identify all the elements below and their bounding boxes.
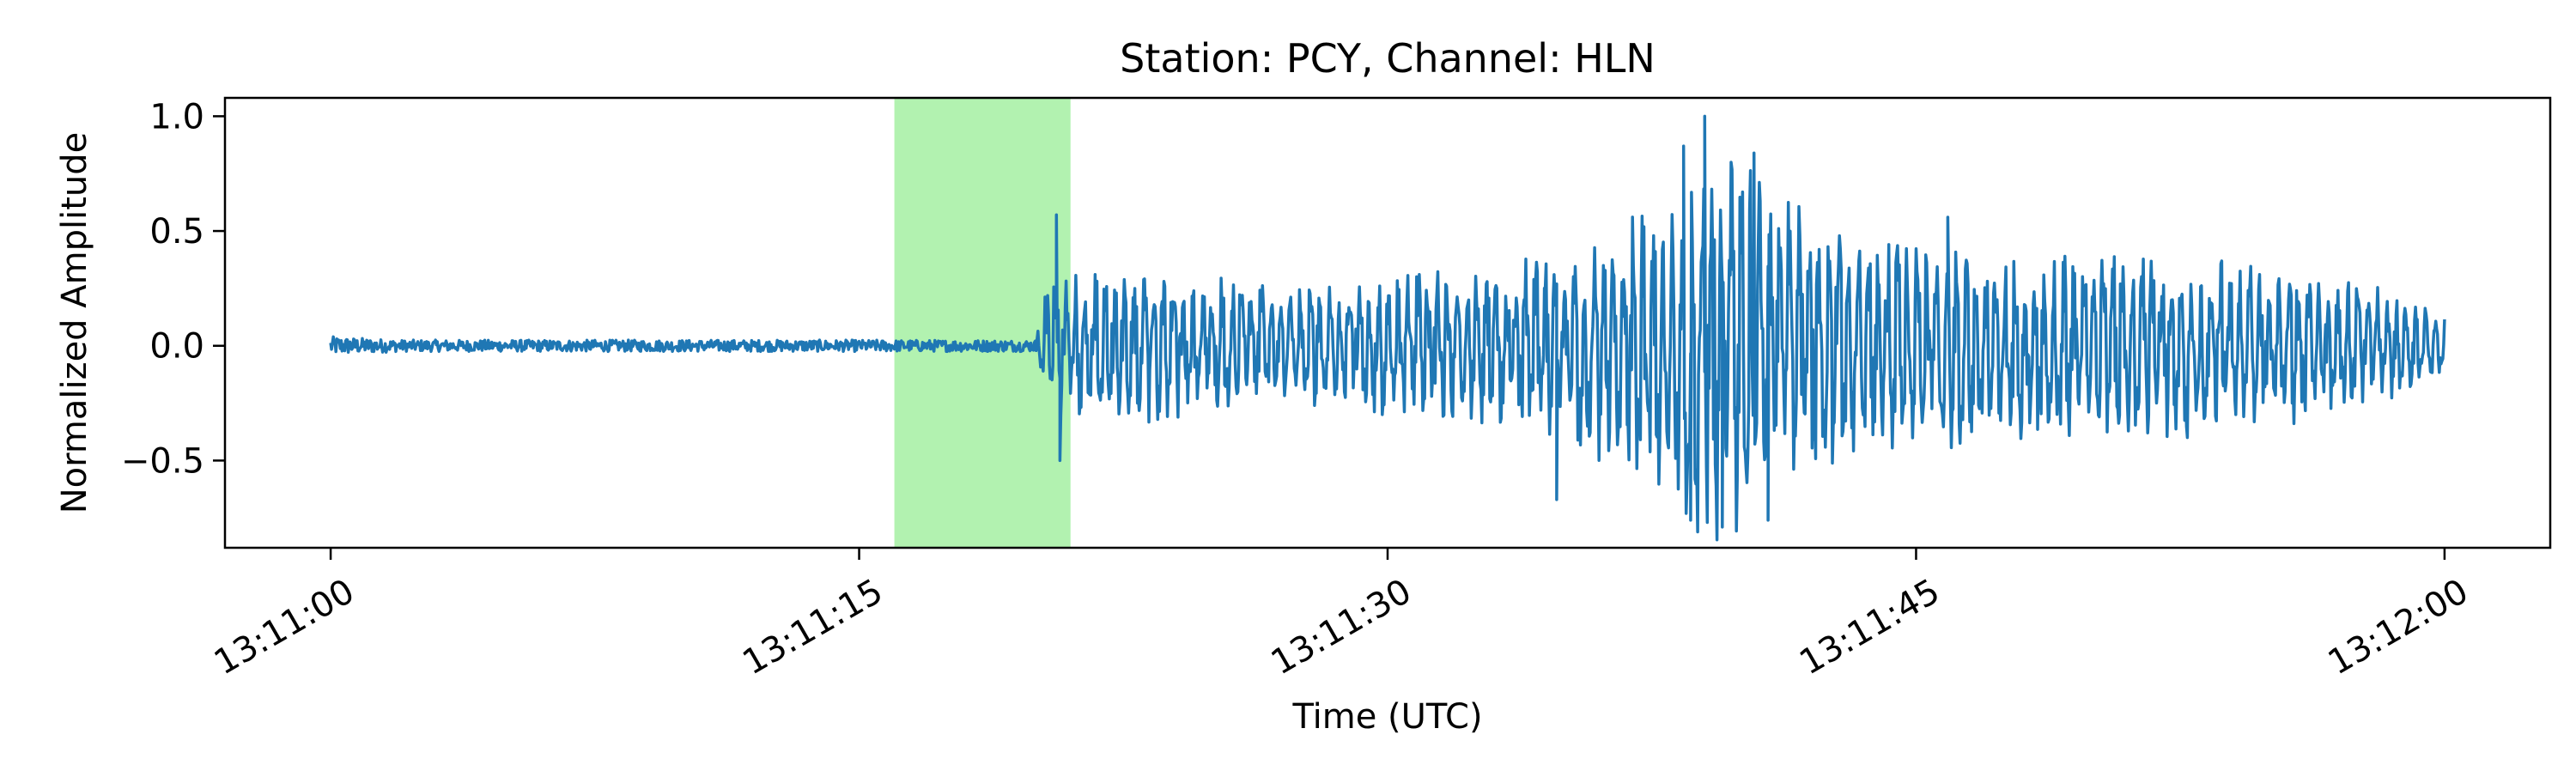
- x-axis-label: Time (UTC): [1291, 697, 1482, 737]
- y-tick-label: 1.0: [149, 97, 204, 137]
- y-axis-label: Normalized Amplitude: [55, 132, 94, 514]
- highlight-window: [894, 98, 1071, 548]
- y-tick-label: −0.5: [121, 441, 204, 481]
- waveform-line: [329, 114, 2446, 542]
- y-tick-label: 0.5: [149, 212, 204, 252]
- y-tick-label: 0.0: [149, 327, 204, 367]
- chart-title: Station: PCY, Channel: HLN: [1120, 35, 1656, 82]
